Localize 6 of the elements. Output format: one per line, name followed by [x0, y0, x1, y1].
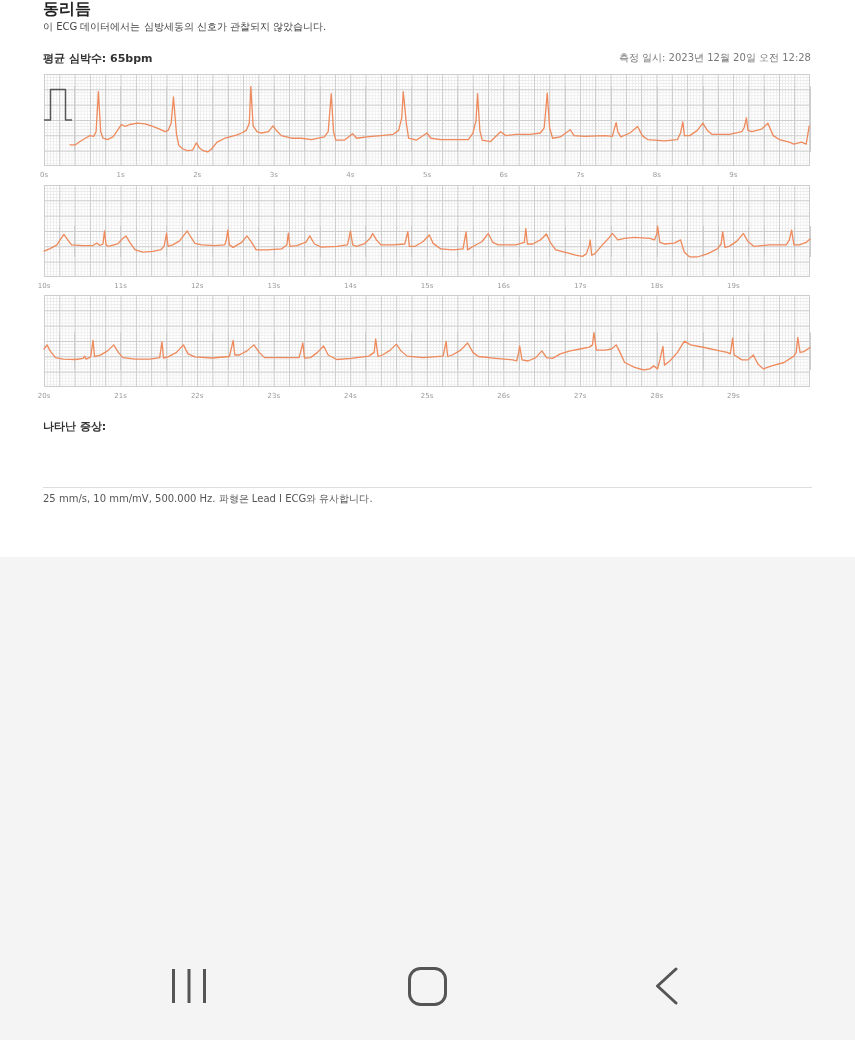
- chart-title: 동리듬: [43, 0, 91, 18]
- chart-subtitle: 이 ECG 데이터에서는 심방세동의 신호가 관찰되지 않았습니다.: [43, 21, 327, 33]
- text: 나타난 증상:: [43, 420, 107, 433]
- text: 25 mm/s, 10 mm/mV, 500.000 Hz. 파형은 Lead I ECG와 유사합니다.: [43, 493, 373, 505]
- text: 평균 심박수: 65bpm: [43, 52, 153, 65]
- text: 측정 일시: 2023년 12월 20일 오전 12:28: [618, 52, 811, 64]
